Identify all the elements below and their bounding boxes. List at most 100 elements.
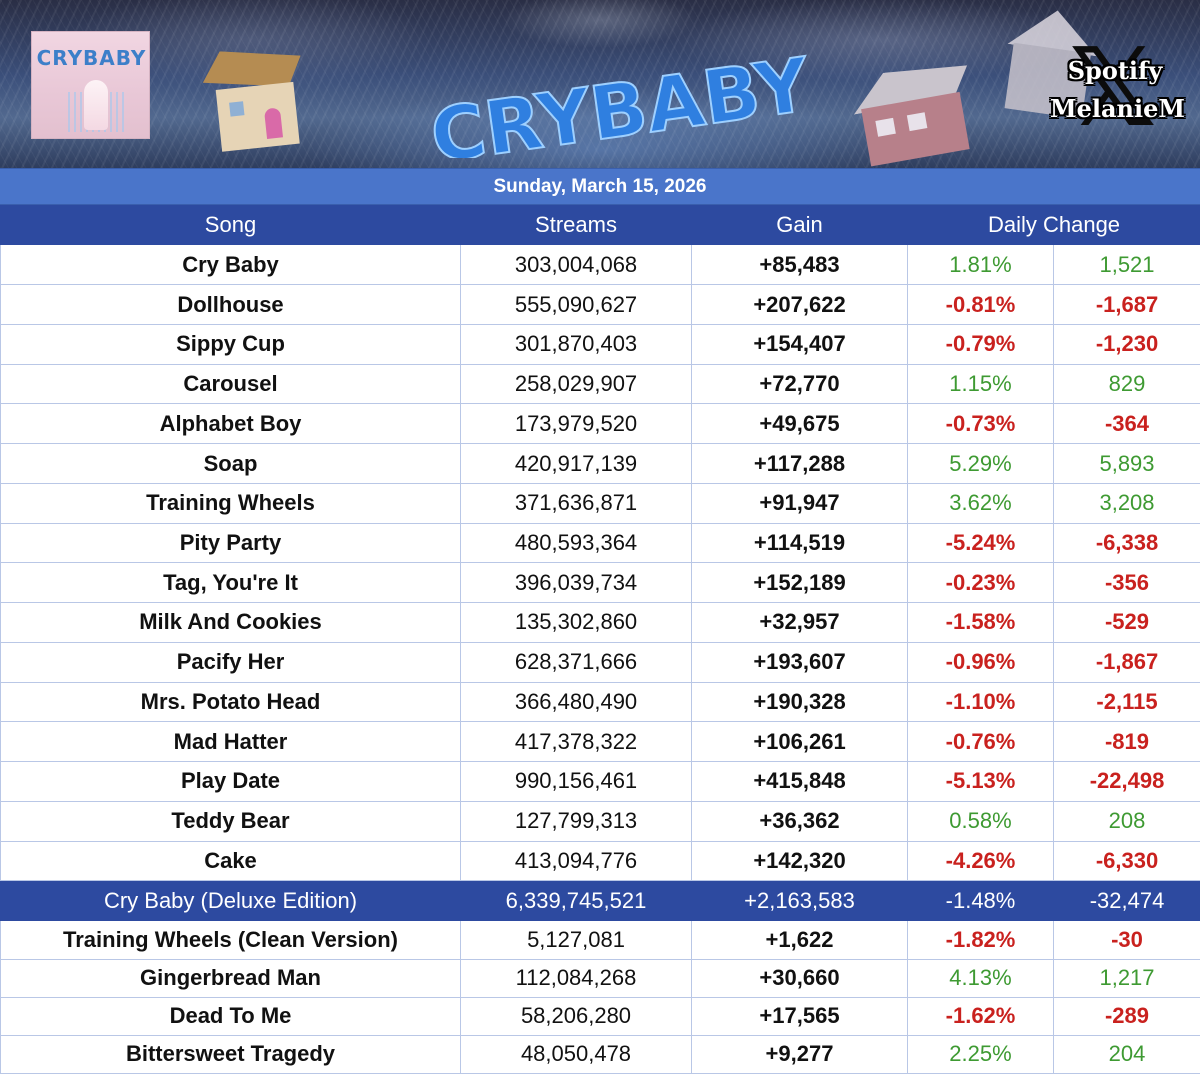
cell-daily-change-percent: 3.62%	[907, 483, 1054, 524]
header-streams: Streams	[460, 205, 692, 245]
cell-gain: +72,770	[691, 364, 908, 405]
header-banner: CRYBABY CRYBABY 𝕏 Spotify MelanieM	[0, 0, 1200, 168]
cell-daily-change-value: 1,521	[1052, 245, 1200, 286]
table-row: Training Wheels 371,636,871 +91,947 3.62% 3,…	[0, 483, 1200, 524]
cell-daily-change-value: -1,687	[1052, 284, 1200, 325]
cell-daily-change-percent: -1.62%	[907, 997, 1054, 1036]
cell-song: Cry Baby	[0, 245, 461, 286]
cell-streams: 173,979,520	[460, 403, 692, 445]
cell-gain: +190,328	[691, 682, 908, 723]
cell-gain: +91,947	[691, 483, 908, 524]
cell-song: Mad Hatter	[0, 721, 461, 763]
cell-streams: 258,029,907	[460, 364, 692, 405]
table-row: Dollhouse 555,090,627 +207,622 -0.81% -1,687	[0, 284, 1200, 325]
cell-streams: 555,090,627	[460, 284, 692, 325]
banner-texture	[0, 0, 1200, 168]
cell-streams: 5,127,081	[460, 920, 692, 960]
cell-daily-change-value: -289	[1052, 997, 1200, 1036]
cell-daily-change-percent: 5.29%	[907, 443, 1054, 484]
cell-song: Bittersweet Tragedy	[0, 1035, 461, 1074]
cell-streams: 135,302,860	[460, 602, 692, 643]
cell-streams: 58,206,280	[460, 997, 692, 1036]
table-row: Mrs. Potato Head 366,480,490 +190,328 -1.10…	[0, 682, 1200, 723]
album-cover: CRYBABY	[31, 31, 150, 139]
cell-daily-change-value: -22,498	[1052, 761, 1200, 802]
cell-song: Tag, You're It	[0, 562, 461, 604]
album-cover-figure	[84, 80, 108, 130]
cell-daily-change-percent: -4.26%	[907, 841, 1054, 882]
cell-song: Mrs. Potato Head	[0, 682, 461, 723]
cell-gain: +207,622	[691, 284, 908, 325]
cell-streams: 6,339,745,521	[460, 880, 692, 921]
cell-daily-change-value: -30	[1052, 920, 1200, 960]
date-bar: Sunday, March 15, 2026	[0, 168, 1200, 205]
cell-song: Play Date	[0, 761, 461, 802]
cell-daily-change-percent: 1.81%	[907, 245, 1054, 286]
table-row: Gingerbread Man 112,084,268 +30,660 4.13% 1,…	[0, 959, 1200, 998]
cell-daily-change-percent: -0.23%	[907, 562, 1054, 604]
table-row: Mad Hatter 417,378,322 +106,261 -0.76% -819	[0, 721, 1200, 763]
cell-daily-change-value: 3,208	[1052, 483, 1200, 524]
cell-streams: 396,039,734	[460, 562, 692, 604]
cell-song: Cry Baby (Deluxe Edition)	[0, 880, 461, 921]
table-body: Cry Baby 303,004,068 +85,483 1.81% 1,521 Doll…	[0, 245, 1200, 1074]
cell-gain: +32,957	[691, 602, 908, 643]
table-row: Bittersweet Tragedy 48,050,478 +9,277 2.25%…	[0, 1035, 1200, 1074]
cell-gain: +154,407	[691, 324, 908, 365]
cell-gain: +17,565	[691, 997, 908, 1036]
album-cover-title: CRYBABY	[36, 46, 147, 70]
cell-gain: +106,261	[691, 721, 908, 763]
house-right-art	[848, 58, 983, 168]
cell-daily-change-value: -356	[1052, 562, 1200, 604]
header-song: Song	[0, 205, 461, 245]
cell-gain: +36,362	[691, 801, 908, 842]
cell-daily-change-percent: 2.25%	[907, 1035, 1054, 1074]
x-logo-icon: 𝕏	[1069, 26, 1157, 151]
header-gain: Gain	[691, 205, 908, 245]
cell-streams: 301,870,403	[460, 324, 692, 365]
cell-streams: 127,799,313	[460, 801, 692, 842]
cell-daily-change-value: 1,217	[1052, 959, 1200, 998]
cell-streams: 371,636,871	[460, 483, 692, 524]
cell-song: Pacify Her	[0, 642, 461, 683]
table-row: Cry Baby 303,004,068 +85,483 1.81% 1,521	[0, 245, 1200, 286]
cell-daily-change-value: -529	[1052, 602, 1200, 643]
cell-daily-change-percent: -5.13%	[907, 761, 1054, 802]
cell-gain: +415,848	[691, 761, 908, 802]
banner-title: CRYBABY	[425, 41, 817, 158]
cell-daily-change-percent: 4.13%	[907, 959, 1054, 998]
cell-streams: 990,156,461	[460, 761, 692, 802]
house-left-art	[200, 43, 310, 158]
table-row: Teddy Bear 127,799,313 +36,362 0.58% 208	[0, 801, 1200, 842]
cell-daily-change-value: -6,330	[1052, 841, 1200, 882]
cell-daily-change-percent: -1.10%	[907, 682, 1054, 723]
cell-gain: +30,660	[691, 959, 908, 998]
cell-daily-change-value: 204	[1052, 1035, 1200, 1074]
cell-song: Soap	[0, 443, 461, 484]
cell-daily-change-value: 829	[1052, 364, 1200, 405]
cell-streams: 413,094,776	[460, 841, 692, 882]
table-row: Alphabet Boy 173,979,520 +49,675 -0.73% -364	[0, 403, 1200, 445]
banner-title-text: CRYBABY	[426, 42, 816, 158]
table-row: Dead To Me 58,206,280 +17,565 -1.62% -289	[0, 997, 1200, 1036]
table-row: Cake 413,094,776 +142,320 -4.26% -6,330	[0, 841, 1200, 882]
cell-song: Gingerbread Man	[0, 959, 461, 998]
cell-daily-change-value: 208	[1052, 801, 1200, 842]
cell-song: Milk And Cookies	[0, 602, 461, 643]
cell-daily-change-percent: -5.24%	[907, 523, 1054, 564]
cell-daily-change-percent: 0.58%	[907, 801, 1054, 842]
streams-table: Song Streams Gain Daily Change Cry Baby 3…	[0, 205, 1200, 1074]
cell-streams: 112,084,268	[460, 959, 692, 998]
cell-gain: +152,189	[691, 562, 908, 604]
table-row: Pacify Her 628,371,666 +193,607 -0.96% -1,86…	[0, 642, 1200, 683]
brand-badge: 𝕏 Spotify MelanieM	[1050, 26, 1185, 151]
cell-song: Training Wheels (Clean Version)	[0, 920, 461, 960]
cell-daily-change-value: 5,893	[1052, 443, 1200, 484]
cell-daily-change-percent: -1.48%	[907, 880, 1054, 921]
table-row: Pity Party 480,593,364 +114,519 -5.24% -6,33…	[0, 523, 1200, 564]
table-row: Tag, You're It 396,039,734 +152,189 -0.23% -…	[0, 562, 1200, 604]
cell-gain: +85,483	[691, 245, 908, 286]
cell-gain: +1,622	[691, 920, 908, 960]
cell-daily-change-percent: -0.96%	[907, 642, 1054, 683]
cell-song: Dead To Me	[0, 997, 461, 1036]
